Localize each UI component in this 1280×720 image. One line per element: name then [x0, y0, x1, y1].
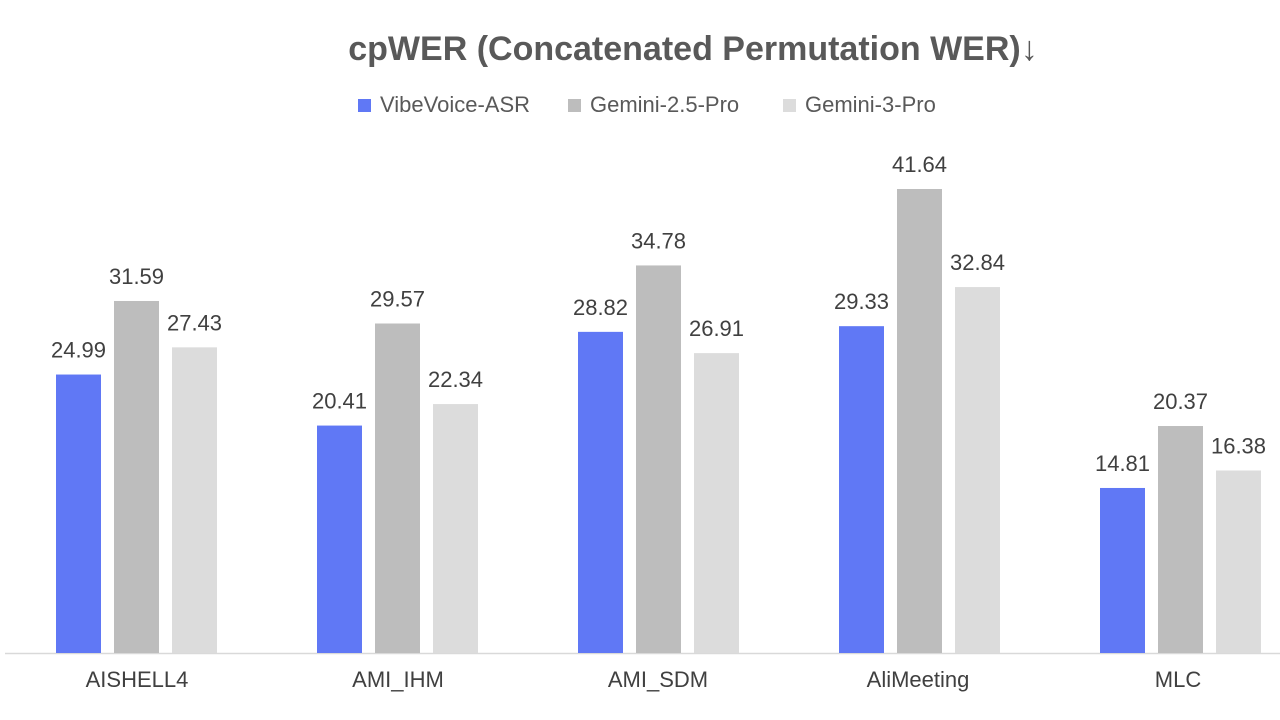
data-label-gemini-3-pro-ami-ihm: 22.34 [428, 367, 483, 392]
bar-gemini-3-pro-mlc [1216, 470, 1261, 653]
data-label-vibevoice-asr-mlc: 14.81 [1095, 451, 1150, 476]
bar-gemini-2-5-pro-aishell4 [114, 300, 159, 653]
bar-gemini-3-pro-ami-ihm [433, 404, 478, 653]
bar-vibevoice-asr-aishell4 [56, 374, 101, 653]
data-label-vibevoice-asr-alimeeting: 29.33 [834, 289, 889, 314]
bar-gemini-3-pro-alimeeting [955, 287, 1000, 653]
bar-gemini-2-5-pro-ami-ihm [375, 323, 420, 653]
legend-item-gemini-3-pro: Gemini-3-Pro [783, 88, 936, 122]
title-area: cpWER (Concatenated Permutation WER)↓ [0, 0, 1280, 90]
bar-gemini-2-5-pro-alimeeting [897, 189, 942, 653]
category-label-alimeeting: AliMeeting [867, 667, 970, 692]
legend-item-gemini-2-5-pro: Gemini-2.5-Pro [568, 88, 739, 122]
data-label-gemini-2-5-pro-aishell4: 31.59 [109, 264, 164, 289]
data-label-vibevoice-asr-ami-sdm: 28.82 [573, 295, 628, 320]
bar-gemini-2-5-pro-ami-sdm [636, 265, 681, 653]
category-label-mlc: MLC [1155, 667, 1202, 692]
data-label-vibevoice-asr-aishell4: 24.99 [51, 338, 106, 363]
data-label-gemini-2-5-pro-mlc: 20.37 [1153, 389, 1208, 414]
legend: VibeVoice-ASR Gemini-2.5-Pro Gemini-3-Pr… [0, 88, 1280, 122]
bar-vibevoice-asr-ami-ihm [317, 425, 362, 653]
data-label-gemini-3-pro-mlc: 16.38 [1211, 433, 1266, 458]
bar-gemini-2-5-pro-mlc [1158, 426, 1203, 653]
legend-label-gemini-3-pro: Gemini-3-Pro [805, 92, 936, 117]
data-label-vibevoice-asr-ami-ihm: 20.41 [312, 389, 367, 414]
legend-label-vibevoice-asr: VibeVoice-ASR [380, 92, 531, 117]
category-label-ami-ihm: AMI_IHM [352, 667, 444, 692]
legend-label-gemini-2-5-pro: Gemini-2.5-Pro [590, 92, 740, 117]
category-label-aishell4: AISHELL4 [86, 667, 189, 692]
bar-vibevoice-asr-alimeeting [839, 326, 884, 653]
data-label-gemini-2-5-pro-alimeeting: 41.64 [892, 152, 947, 177]
data-label-gemini-3-pro-ami-sdm: 26.91 [689, 316, 744, 341]
legend-item-vibevoice-asr: VibeVoice-ASR [358, 88, 530, 122]
data-label-gemini-2-5-pro-ami-ihm: 29.57 [370, 286, 425, 311]
data-label-gemini-2-5-pro-ami-sdm: 34.78 [631, 228, 686, 253]
data-label-gemini-3-pro-alimeeting: 32.84 [950, 250, 1005, 275]
legend-swatch-gemini-2-5-pro [568, 98, 581, 112]
legend-swatch-gemini-3-pro [783, 98, 796, 112]
bar-vibevoice-asr-mlc [1100, 487, 1145, 653]
bar-gemini-3-pro-aishell4 [172, 347, 217, 653]
bar-vibevoice-asr-ami-sdm [578, 331, 623, 653]
legend-swatch-vibevoice-asr [358, 98, 371, 112]
data-label-gemini-3-pro-aishell4: 27.43 [167, 310, 222, 335]
chart-title: cpWER (Concatenated Permutation WER)↓ [348, 30, 1038, 68]
category-label-ami-sdm: AMI_SDM [608, 667, 708, 692]
bar-gemini-3-pro-ami-sdm [694, 353, 739, 653]
